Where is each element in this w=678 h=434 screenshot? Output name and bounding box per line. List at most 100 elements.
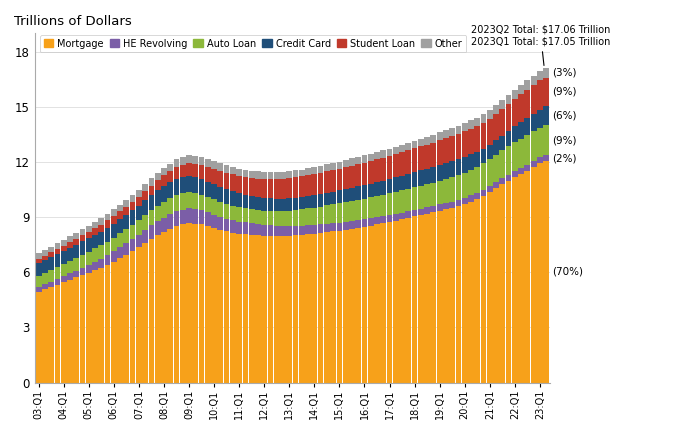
Bar [255, 210, 261, 224]
Bar [211, 200, 217, 214]
Bar [368, 154, 374, 161]
Bar [450, 128, 455, 136]
Bar [311, 174, 317, 195]
Bar [380, 150, 386, 158]
Bar [311, 195, 317, 207]
Bar [399, 213, 405, 219]
Bar [393, 154, 399, 178]
Bar [299, 177, 304, 197]
Bar [129, 195, 136, 202]
Bar [280, 236, 286, 382]
Bar [230, 167, 236, 174]
Bar [193, 224, 198, 382]
Bar [104, 255, 111, 265]
Bar [531, 114, 536, 132]
Bar [186, 223, 192, 382]
Bar [405, 143, 411, 150]
Bar [42, 289, 47, 382]
Bar [92, 235, 98, 249]
Bar [136, 220, 142, 234]
Bar [343, 230, 348, 382]
Bar [450, 136, 455, 161]
Bar [36, 259, 41, 263]
Bar [142, 201, 148, 215]
Bar [155, 173, 161, 181]
Bar [525, 135, 530, 164]
Bar [61, 246, 66, 251]
Bar [286, 226, 292, 236]
Bar [274, 211, 279, 226]
Bar [518, 168, 524, 174]
Bar [286, 210, 292, 226]
Bar [293, 226, 298, 235]
Bar [161, 186, 167, 202]
Bar [92, 228, 98, 235]
Bar [268, 198, 273, 211]
Bar [117, 211, 123, 219]
Bar [249, 178, 254, 196]
Bar [293, 235, 298, 382]
Bar [86, 252, 92, 264]
Bar [336, 169, 342, 191]
Bar [255, 178, 261, 197]
Bar [249, 209, 254, 223]
Bar [129, 210, 136, 225]
Bar [368, 218, 374, 226]
Bar [129, 239, 136, 251]
Bar [199, 210, 205, 224]
Bar [73, 277, 79, 382]
Bar [462, 123, 468, 131]
Bar [318, 224, 323, 233]
Bar [48, 253, 54, 257]
Bar [123, 200, 129, 207]
Bar [405, 218, 411, 382]
Bar [261, 198, 267, 210]
Bar [218, 230, 223, 382]
Bar [136, 190, 142, 197]
Bar [36, 292, 41, 382]
Bar [67, 248, 73, 261]
Bar [268, 172, 273, 179]
Bar [512, 99, 518, 126]
Bar [393, 192, 399, 214]
Bar [167, 164, 173, 171]
Bar [361, 199, 367, 219]
Bar [493, 155, 499, 182]
Bar [456, 134, 461, 159]
Bar [386, 193, 393, 215]
Bar [111, 209, 117, 216]
Bar [393, 178, 399, 192]
Bar [299, 197, 304, 209]
Bar [199, 165, 205, 179]
Bar [450, 201, 455, 207]
Bar [86, 226, 92, 232]
Bar [117, 219, 123, 233]
Bar [543, 68, 549, 78]
Bar [167, 171, 173, 182]
Bar [243, 170, 248, 177]
Bar [305, 208, 311, 225]
Bar [518, 139, 524, 168]
Bar [481, 164, 486, 190]
Bar [468, 121, 474, 128]
Bar [243, 177, 248, 194]
Bar [462, 173, 468, 198]
Bar [243, 222, 248, 234]
Bar [412, 141, 418, 148]
Bar [380, 223, 386, 382]
Bar [487, 145, 493, 159]
Bar [255, 235, 261, 382]
Bar [537, 109, 543, 128]
Bar [456, 206, 461, 382]
Bar [148, 186, 155, 195]
Bar [224, 204, 229, 219]
Bar [199, 179, 205, 194]
Bar [443, 179, 449, 203]
Bar [437, 210, 443, 382]
Bar [324, 205, 330, 224]
Bar [500, 100, 505, 108]
Bar [148, 210, 155, 226]
Bar [268, 236, 273, 382]
Bar [36, 263, 41, 276]
Bar [123, 215, 129, 229]
